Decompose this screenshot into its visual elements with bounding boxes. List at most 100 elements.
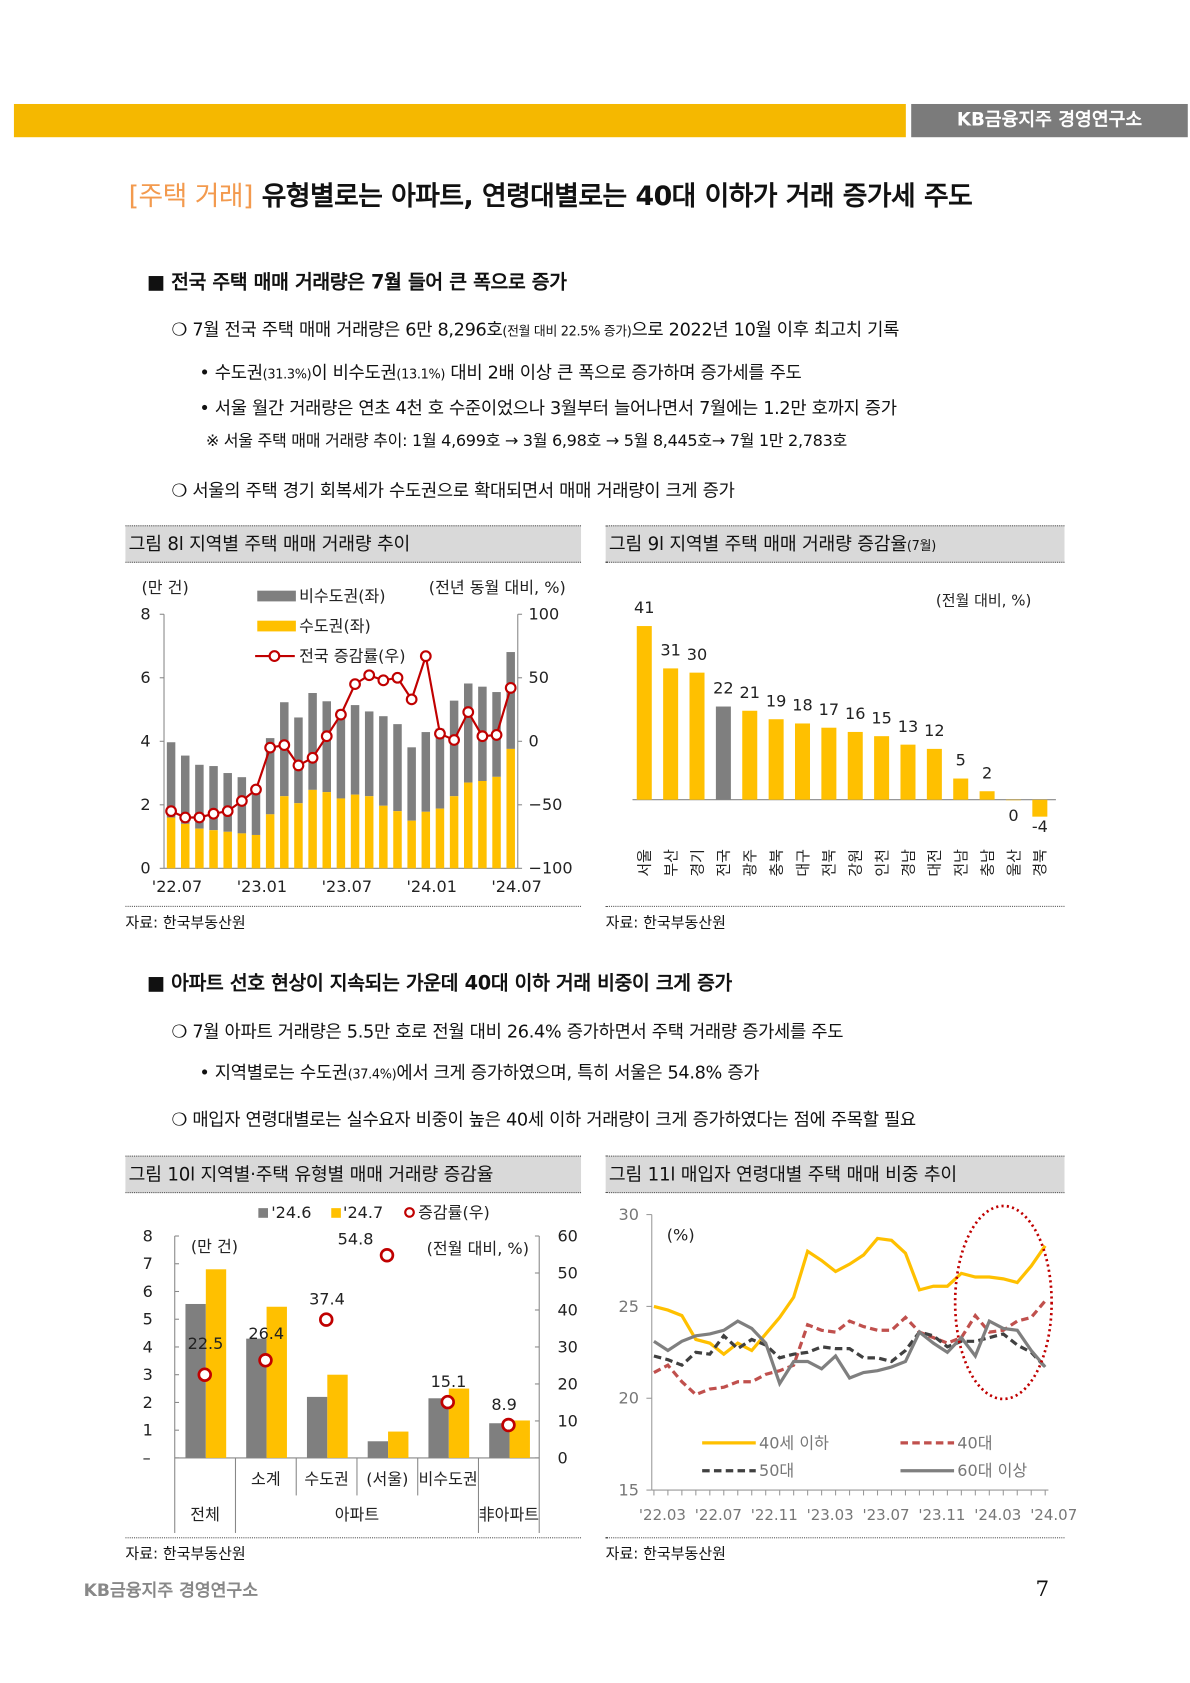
bar-capital [478, 780, 487, 869]
rate-point [264, 741, 277, 754]
text: 으로 2022년 10월 이후 최고치 기록 [631, 319, 900, 340]
text: 대비 2배 이상 큰 폭으로 증가하며 증가세를 주도 [445, 362, 802, 383]
header-logo: KB금융지주 경영연구소 [911, 103, 1188, 138]
y-tick-label: 30 [619, 1205, 639, 1224]
category-label: 광주 [741, 849, 759, 877]
category-label: 충남 [978, 849, 996, 877]
bullet: ❍ 7월 전국 주택 매매 거래량은 6만 8,296호(전월 대비 22.5%… [172, 315, 900, 341]
x-tick-label: '23.01 [237, 877, 287, 896]
bar [900, 744, 916, 800]
rate-point [349, 678, 361, 691]
rate-point [501, 1417, 516, 1433]
rate-point [197, 1367, 212, 1382]
y-tick-label: – [143, 1448, 151, 1467]
fig8-source: 자료: 한국부동산원 [125, 905, 582, 933]
data-label: 16 [845, 704, 865, 723]
legend-label: 40대 [957, 1433, 992, 1452]
x-tick-label: '24.07 [1030, 1506, 1077, 1524]
bar [636, 626, 652, 800]
bar [979, 791, 995, 800]
rate-point [476, 730, 489, 743]
bar [794, 723, 811, 800]
rate-label: 37.4 [309, 1290, 345, 1309]
text: (7월) [906, 538, 937, 554]
bar-capital [379, 805, 388, 869]
rate-point [377, 674, 390, 687]
legend-label: 증감률(우) [418, 1203, 490, 1222]
bar-capital [237, 833, 247, 869]
y-tick-label: 15 [619, 1480, 639, 1499]
x-tick-label: '23.07 [863, 1506, 910, 1524]
category-label: 인천 [873, 849, 891, 877]
bar-non-capital [464, 683, 473, 783]
bar-non-capital [393, 724, 402, 812]
text: • 지역별로는 수도권 [199, 1062, 348, 1083]
y-tick-label: 3 [143, 1365, 153, 1384]
bar [742, 710, 758, 800]
data-label: 17 [819, 700, 839, 719]
x-tick-label: '22.11 [751, 1506, 798, 1524]
bar-non-capital [308, 693, 317, 790]
y-tick-label: 5 [143, 1310, 153, 1329]
rate-point [419, 650, 432, 663]
text: • 수도권 [199, 362, 263, 383]
y-tick-label: 4 [140, 732, 150, 751]
sub-bullet: • 지역별로는 수도권(37.4%)에서 크게 증가하였으며, 특히 서울은 5… [199, 1058, 759, 1084]
rate-point [363, 669, 376, 682]
category-label: 非아파트 [479, 1505, 539, 1524]
fig10-source: 자료: 한국부동산원 [125, 1537, 582, 1564]
bar-non-capital [265, 738, 275, 815]
data-label: 18 [792, 696, 812, 715]
bar-non-capital [209, 766, 218, 831]
category-label: 대구 [794, 849, 812, 877]
rate-point [504, 682, 517, 694]
x-tick-label: '24.01 [407, 877, 457, 896]
bullet: ❍ 7월 아파트 거래량은 5.5만 호로 전월 대비 26.4% 증가하면서 … [171, 1021, 844, 1042]
y2-tick-label: 30 [557, 1337, 577, 1356]
bar-2024-06 [367, 1441, 389, 1458]
y2-tick-label: 40 [557, 1300, 577, 1319]
y-tick-label: 1 [143, 1421, 153, 1440]
category-label: 울산 [1005, 849, 1023, 877]
legend-swatch [331, 1208, 341, 1218]
fig9-title: 그림 9l 지역별 주택 매매 거래량 증감율(7월) [605, 525, 1065, 563]
legend-label: 전국 증감률(우) [299, 646, 405, 665]
category-label: 전국 [715, 849, 733, 877]
series-line [653, 1236, 1047, 1357]
bar [689, 672, 705, 800]
page-title: [주택 거래] 유형별로는 아파트, 연령대별로는 40대 이하가 거래 증가세… [129, 175, 973, 214]
x-tick-label: '23.11 [918, 1506, 965, 1524]
bar-capital [251, 834, 261, 869]
footer-logo: KB금융지주 경영연구소 [83, 1580, 258, 1601]
y2-tick-label: 20 [557, 1374, 577, 1393]
category-label: 전북 [820, 849, 838, 877]
legend-label: 40세 이하 [759, 1433, 829, 1452]
data-label: 12 [924, 721, 944, 740]
bar-capital [209, 830, 218, 869]
title-text: 유형별로는 아파트, 연령대별로는 40대 이하가 거래 증가세 주도 [252, 180, 973, 212]
bar-capital [294, 803, 303, 869]
data-label: 15 [871, 708, 891, 727]
x-tick-label: '22.03 [639, 1506, 686, 1524]
bar-capital [322, 792, 331, 869]
bar-non-capital [435, 728, 445, 809]
y-tick-label: 6 [143, 1282, 153, 1301]
bar-non-capital [166, 742, 176, 818]
y2-tick-label: 100 [528, 605, 559, 624]
rate-point [306, 751, 319, 764]
fig11-title: 그림 11l 매입자 연령대별 주택 매매 비중 추이 [605, 1155, 1065, 1194]
bar-capital [364, 796, 374, 869]
bar-2024-07 [388, 1431, 409, 1458]
y2-tick-label: 10 [557, 1411, 577, 1430]
category-label: 소계 [251, 1470, 281, 1489]
bar [821, 727, 837, 800]
bar [1005, 799, 1021, 801]
legend-swatch [258, 1208, 268, 1218]
data-label: 13 [898, 717, 918, 736]
category-label: 대전 [926, 849, 944, 877]
rate-point [250, 783, 262, 796]
rate-point [391, 671, 404, 684]
y2-tick-label: 50 [557, 1263, 577, 1282]
text: 그림 9l 지역별 주택 매매 거래량 증감율 [608, 533, 907, 556]
y-tick-label: 6 [140, 668, 150, 687]
